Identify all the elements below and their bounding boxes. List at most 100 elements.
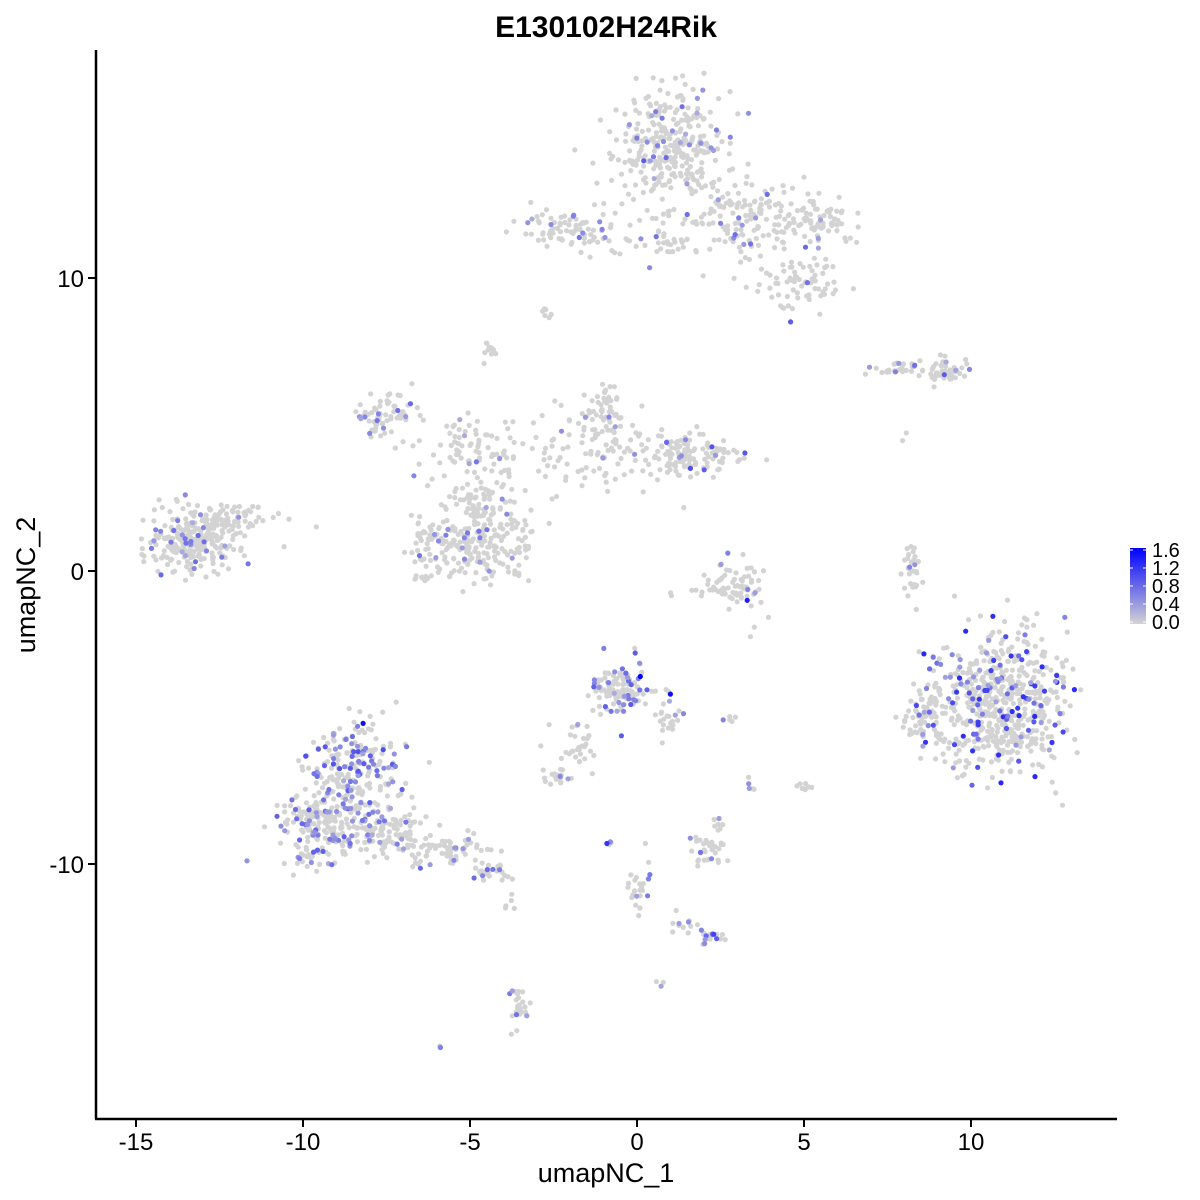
cell-point	[214, 516, 220, 523]
cell-point	[546, 520, 552, 527]
cell-point	[676, 472, 682, 478]
cell-point	[830, 264, 836, 270]
cell-point	[746, 256, 753, 262]
cell-point	[781, 189, 787, 195]
cell-point	[668, 590, 674, 596]
cell-point	[393, 832, 399, 838]
cell-point	[330, 777, 336, 783]
expressing-cell-point	[476, 528, 482, 534]
cell-point	[557, 229, 564, 235]
cell-point	[817, 311, 823, 317]
expressing-cell-point	[374, 773, 380, 779]
expressing-cell-point	[651, 176, 657, 182]
expressing-cell-point	[650, 154, 657, 160]
cell-point	[536, 468, 542, 474]
expressing-cell-point	[331, 756, 337, 762]
cell-point	[687, 430, 693, 436]
cell-point	[1048, 667, 1054, 673]
expressing-cell-point	[345, 783, 351, 789]
cell-point	[552, 464, 558, 470]
cell-point	[415, 861, 421, 867]
cell-point	[423, 836, 429, 842]
cell-point	[929, 366, 935, 372]
cell-point	[1016, 667, 1023, 673]
cell-point	[998, 640, 1004, 647]
cell-point	[409, 794, 415, 800]
cell-point	[633, 75, 639, 81]
expressing-cell-point	[628, 701, 634, 708]
expressing-cell-point	[282, 828, 288, 834]
cell-point	[483, 575, 489, 582]
cell-point	[255, 504, 261, 510]
expressing-cell-point	[497, 867, 503, 873]
expressing-cell-point	[659, 115, 665, 121]
cell-point	[1004, 597, 1011, 603]
expressing-cell-point	[190, 520, 196, 526]
cell-point	[685, 118, 691, 124]
cell-point	[650, 135, 656, 142]
expressing-cell-point	[669, 128, 676, 134]
cell-point	[527, 1000, 533, 1006]
cell-point	[481, 360, 487, 367]
cell-point	[671, 206, 677, 213]
high-expression-cell-point	[637, 673, 643, 680]
cell-point	[1044, 700, 1050, 706]
cell-point	[316, 790, 322, 796]
cell-point	[658, 134, 664, 140]
expressing-cell-point	[637, 687, 643, 693]
cell-point	[1033, 736, 1039, 742]
expressing-cell-point	[993, 699, 999, 705]
cell-point	[503, 229, 509, 235]
cell-point	[998, 648, 1004, 654]
cell-point	[808, 220, 814, 226]
expressing-cell-point	[348, 787, 354, 793]
cell-point	[615, 461, 621, 467]
cell-point	[605, 427, 611, 433]
cell-point	[466, 545, 472, 551]
expressing-cell-point	[391, 751, 397, 757]
expressing-cell-point	[815, 235, 821, 241]
expressing-cell-point	[341, 834, 347, 840]
cell-point	[1017, 697, 1023, 703]
cell-point	[978, 644, 984, 650]
cell-point	[552, 398, 558, 404]
cell-point	[429, 536, 435, 542]
cell-point	[783, 225, 789, 231]
expressing-cell-point	[381, 818, 388, 824]
cell-point	[855, 224, 861, 230]
cell-point	[767, 285, 773, 291]
expressing-cell-point	[1038, 703, 1044, 709]
cell-point	[651, 455, 658, 461]
cell-point	[346, 706, 352, 712]
expressing-cell-point	[942, 674, 949, 680]
cell-point	[506, 467, 512, 473]
cell-point	[494, 435, 500, 441]
cell-point	[474, 844, 480, 851]
expressing-cell-point	[336, 792, 342, 798]
expressing-cell-point	[680, 711, 687, 717]
cell-point	[230, 533, 236, 539]
expressing-cell-point	[602, 704, 609, 710]
cell-point	[748, 211, 754, 217]
cell-point	[760, 568, 767, 574]
cell-point	[579, 411, 585, 417]
expressing-cell-point	[866, 364, 873, 370]
cell-point	[665, 90, 671, 97]
cell-point	[607, 419, 613, 425]
cell-point	[1037, 691, 1043, 697]
x-tick-label: -15	[119, 1129, 154, 1156]
cell-point	[593, 688, 599, 694]
cell-point	[366, 418, 372, 424]
expressing-cell-point	[966, 690, 972, 696]
cell-point	[1053, 790, 1059, 796]
cell-point	[628, 872, 634, 878]
cell-point	[517, 1006, 523, 1012]
cell-point	[473, 494, 479, 500]
cell-point	[1064, 629, 1070, 635]
cell-point	[285, 817, 291, 823]
cell-point	[593, 412, 599, 418]
cell-point	[485, 555, 491, 561]
cell-point	[410, 864, 416, 870]
expressing-cell-point	[1060, 684, 1066, 690]
cell-point	[192, 509, 198, 515]
